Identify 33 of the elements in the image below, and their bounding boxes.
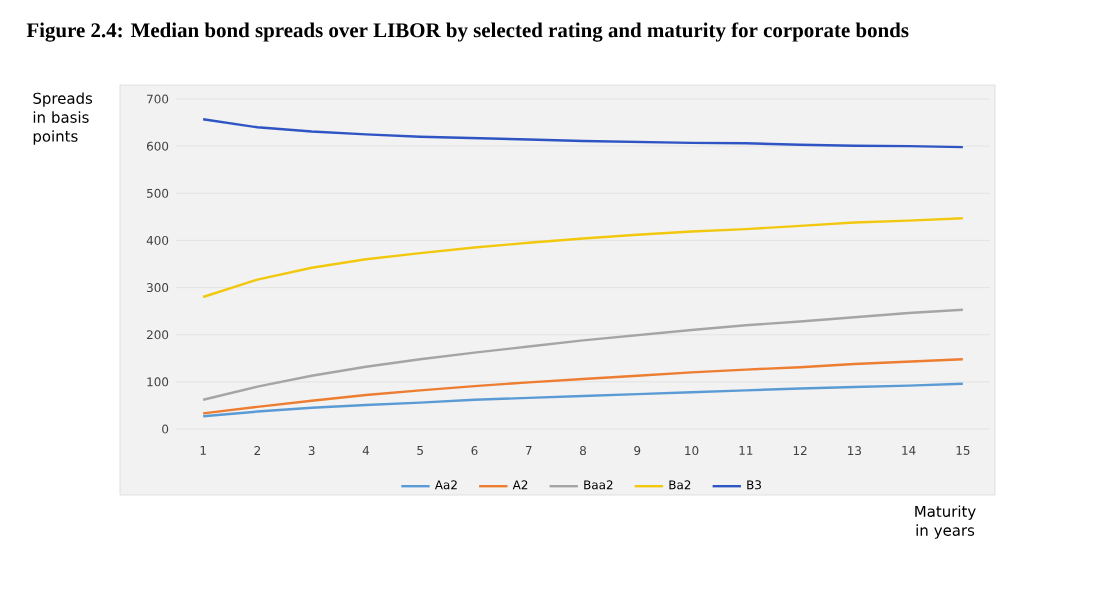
x-tick-label: 11 — [739, 446, 753, 455]
x-tick-label: 8 — [580, 446, 586, 456]
x-tick-label: 13 — [848, 446, 861, 456]
line-series — [201, 217, 965, 299]
x-tick-label: 12 — [793, 446, 807, 455]
legend-label: A2 — [512, 480, 528, 490]
line-series — [201, 382, 965, 418]
x-tick-label: 2 — [254, 446, 261, 455]
y-tick-label: 200 — [147, 330, 169, 340]
x-tick-label: 3 — [308, 446, 315, 456]
legend-label: Ba2 — [669, 480, 691, 490]
x-tick-label: 14 — [902, 446, 916, 455]
legend-label: B3 — [747, 480, 761, 490]
x-tick-label: 6 — [471, 446, 478, 456]
y-axis-title: Spreads in basis points — [33, 92, 93, 145]
y-tick-label: 100 — [147, 377, 169, 387]
x-tick-label: 5 — [417, 446, 423, 455]
x-axis-title: Maturity in years — [915, 505, 976, 539]
y-tick-label: 300 — [147, 283, 169, 293]
x-tick-label: 15 — [956, 446, 970, 455]
y-tick-label: 600 — [146, 141, 169, 151]
x-tick-label: 9 — [634, 446, 641, 456]
y-tick-label: 700 — [147, 94, 169, 104]
y-tick-label: 500 — [147, 188, 169, 198]
chart-title: Figure 2.4: Median bond spreads over LIBOR by selected rating and maturity for corporate bonds — [26, 22, 909, 42]
y-tick-label: 0 — [162, 424, 169, 434]
y-tick-label: 400 — [146, 235, 169, 245]
x-tick-label: 4 — [362, 446, 370, 455]
x-tick-label: 10 — [685, 446, 699, 456]
x-tick-label: 1 — [200, 446, 206, 455]
x-tick-label: 7 — [525, 446, 532, 455]
legend-label: Baa2 — [584, 480, 613, 490]
legend-label: Aa2 — [434, 480, 457, 490]
